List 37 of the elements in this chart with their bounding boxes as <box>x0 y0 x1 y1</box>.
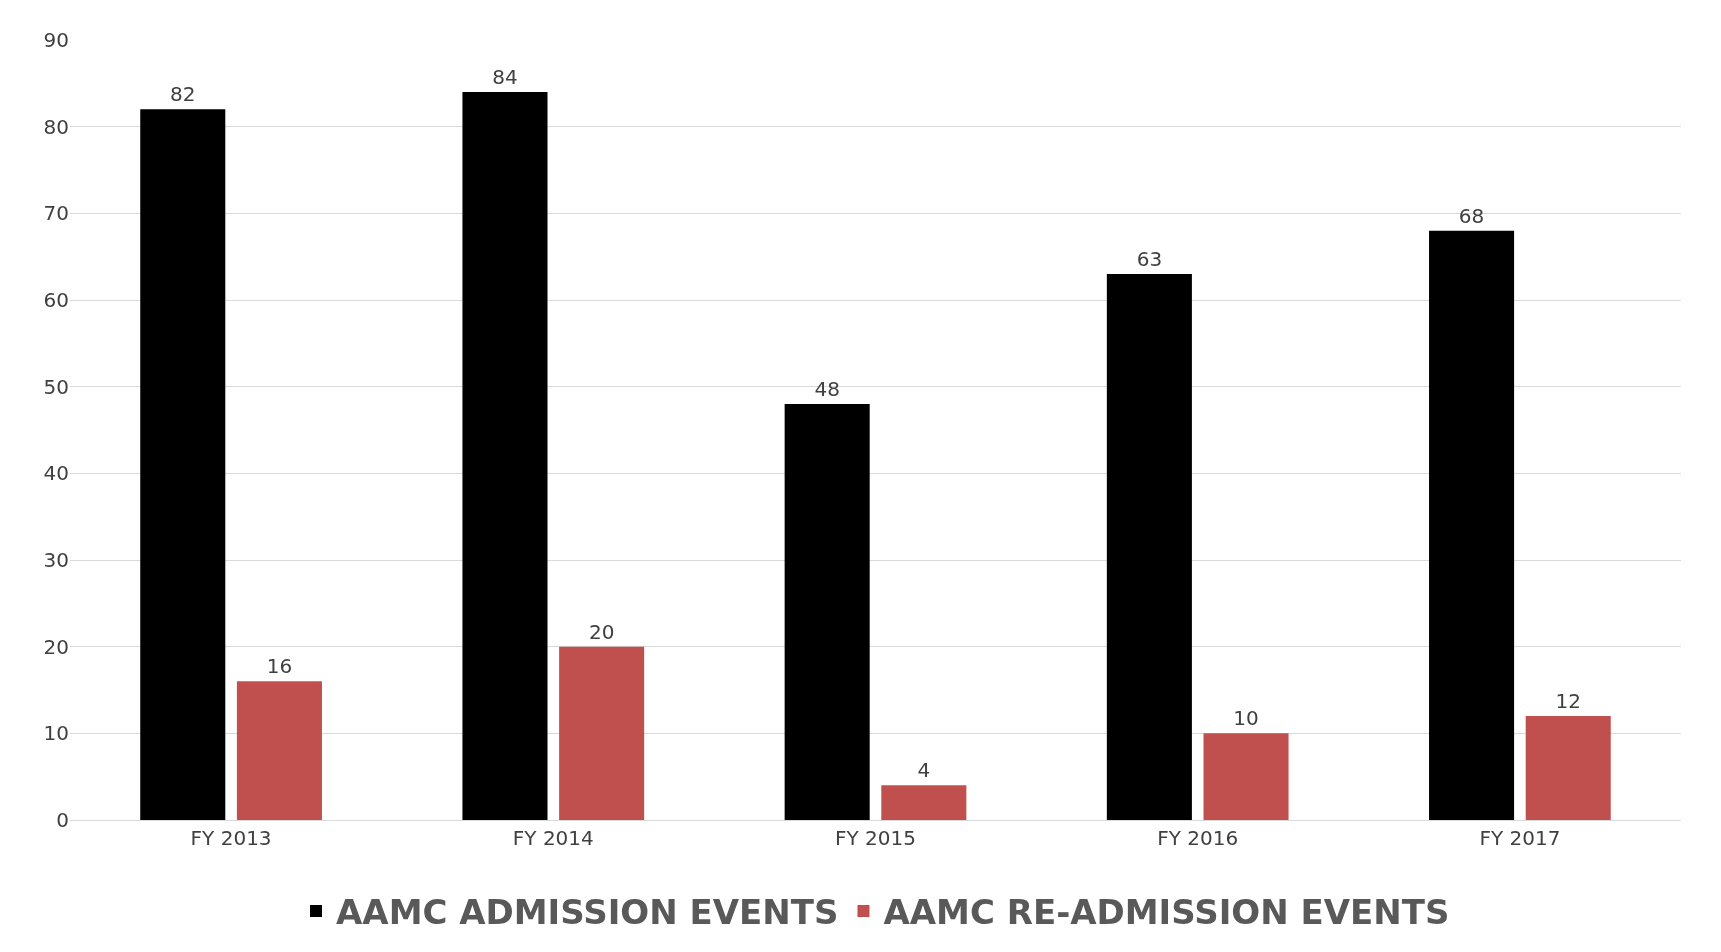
bar <box>1203 733 1289 820</box>
y-tick-label: 50 <box>43 374 69 399</box>
y-tick-label: 10 <box>43 721 69 746</box>
legend-label: AAMC RE-ADMISSION EVENTS <box>883 892 1450 933</box>
data-label: 16 <box>266 654 293 679</box>
bar <box>140 109 226 820</box>
bar <box>559 646 645 820</box>
data-label: 12 <box>1555 689 1581 713</box>
y-tick-label: 40 <box>43 461 69 486</box>
x-tick-label: FY 2013 <box>190 826 272 850</box>
bar <box>784 404 870 820</box>
x-tick-label: FY 2014 <box>512 826 594 850</box>
bar <box>1429 230 1515 820</box>
data-label: 10 <box>1233 706 1259 731</box>
data-label: 82 <box>170 82 196 107</box>
x-tick-label: FY 2016 <box>1157 826 1239 850</box>
bar <box>881 785 967 820</box>
data-label: 84 <box>492 65 518 89</box>
data-label: 63 <box>1136 247 1163 271</box>
data-label: 48 <box>814 377 840 401</box>
x-tick-label: FY 2015 <box>835 826 916 850</box>
data-label: 4 <box>917 758 931 783</box>
data-label: 20 <box>588 619 615 644</box>
data-label: 68 <box>1458 203 1485 228</box>
bar <box>1525 716 1611 820</box>
y-tick-label: 90 <box>43 28 69 52</box>
y-tick-label: 60 <box>43 288 69 312</box>
x-tick-label: FY 2017 <box>1479 826 1561 850</box>
y-tick-label: 70 <box>43 201 69 226</box>
legend-label: AAMC ADMISSION EVENTS <box>336 892 839 933</box>
y-tick-label: 20 <box>43 634 69 659</box>
y-tick-label: 0 <box>56 808 69 832</box>
bar <box>236 681 322 820</box>
bar <box>462 92 548 820</box>
y-tick-label: 80 <box>43 114 69 139</box>
y-tick-label: 30 <box>43 548 69 572</box>
bar <box>1106 274 1192 820</box>
